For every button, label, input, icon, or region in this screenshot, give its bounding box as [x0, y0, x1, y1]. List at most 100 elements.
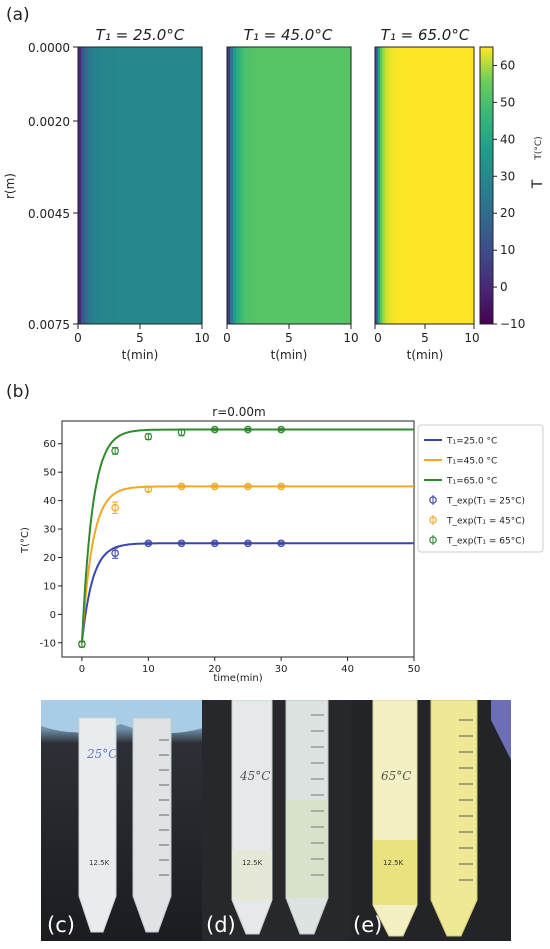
x-axis-label: time(min)	[213, 673, 262, 684]
figure-a: (a) T₁ = 25.0°C 0.0000 0.0020 0.0045 0.0…	[3, 5, 546, 362]
colorbar-units: T(°C)	[534, 136, 544, 160]
legend-item: T_exp(T₁ = 65°C)	[429, 535, 525, 547]
photo-25-image: 25°C 12.5K	[41, 700, 203, 941]
heatmap-cell	[323, 47, 327, 324]
heatmap-cell	[384, 47, 388, 324]
marker	[144, 539, 153, 548]
y-axis-label: r(m)	[3, 173, 17, 199]
heatmap-cell	[404, 47, 408, 324]
heatmap-cell	[261, 47, 265, 324]
data-point	[210, 539, 219, 548]
panel-label-a: (a)	[6, 5, 30, 25]
heatmap-cell	[192, 47, 197, 324]
colorbar-tick-label: 0	[500, 280, 508, 294]
heatmap-cell	[377, 47, 381, 324]
line-chart-axes: 0 10 20 30 40 50 -10 0 10 20 30 40 50 60	[40, 439, 421, 675]
heatmap-cell	[394, 47, 398, 324]
panel-label-b: (b)	[6, 382, 30, 402]
heatmap-cell	[171, 47, 175, 324]
colorbar-gradient	[479, 46, 494, 325]
series-line-1	[80, 542, 414, 643]
heatmap-cell	[414, 47, 418, 324]
heatmap-cell	[399, 47, 403, 324]
marker	[177, 428, 186, 437]
heatmap-cell	[454, 47, 458, 324]
heatmap-cell	[273, 47, 278, 324]
photo-45-image: 45°C 12.5K	[202, 700, 351, 941]
x-tick-label: 10	[142, 664, 155, 675]
legend-label: T₁=65.0 °C	[446, 477, 497, 487]
plot-frame	[61, 420, 415, 658]
heatmap-cell	[417, 47, 421, 324]
heatmap-cell	[115, 47, 119, 324]
heatmap-cell	[316, 47, 321, 324]
heatmap-cell	[276, 47, 281, 324]
heatmap-cell	[242, 47, 247, 324]
heatmap-cell	[341, 47, 346, 324]
heatmap-cell	[152, 47, 157, 324]
heatmap-cell	[93, 47, 98, 324]
data-point	[177, 482, 186, 491]
y-tick-label: 0.0045	[28, 207, 70, 221]
legend-marker	[429, 516, 437, 524]
heatmap-cell	[183, 47, 188, 324]
data-point	[144, 539, 153, 548]
heatmap-cell	[449, 47, 453, 324]
heatmap-cell	[270, 47, 275, 324]
marker	[244, 539, 252, 548]
marker	[177, 539, 186, 548]
colorbar-tick-label: 60	[500, 58, 515, 72]
data-point	[244, 482, 252, 491]
series-line-2	[80, 485, 414, 643]
panel-label-e: (e)	[353, 913, 383, 937]
heatmap-cell	[446, 47, 450, 324]
heatmap-cell	[444, 47, 448, 324]
colorbar-label: T	[530, 179, 546, 189]
heatmap-cell	[424, 47, 428, 324]
heatmap-cell	[124, 47, 129, 324]
marker	[177, 482, 186, 491]
heatmap-cell	[464, 47, 468, 324]
x-tick-label: 10	[464, 331, 479, 345]
heatmap-cell	[375, 47, 379, 324]
heatmap-cell	[459, 47, 463, 324]
heatmap-cell	[461, 47, 465, 324]
y-tick-label: 0.0075	[28, 318, 70, 332]
data-point	[111, 547, 119, 559]
heatmap-cell	[326, 47, 330, 324]
heatmap-cell	[161, 47, 166, 324]
heatmap-cell	[456, 47, 460, 324]
tube-mark: 12.5K	[383, 859, 404, 867]
data-point	[111, 446, 119, 455]
heatmap-cell	[127, 47, 132, 324]
heatmap-cell	[149, 47, 153, 324]
heatmap-cell	[264, 47, 268, 324]
heatmap-cell	[81, 47, 85, 324]
x-tick-label: 0	[374, 331, 382, 345]
y-tick-label: 0.0000	[28, 41, 70, 55]
heatmap-cell	[439, 47, 443, 324]
heatmap-cell	[189, 47, 194, 324]
legend-label: T₁=45.0 °C	[446, 457, 497, 467]
heatmap-cell	[310, 47, 315, 324]
chart-title: r=0.00m	[212, 405, 265, 419]
series-line-3	[80, 428, 414, 643]
data-point	[277, 539, 285, 548]
data-point	[144, 432, 153, 441]
data-point	[277, 425, 285, 434]
heatmap-cell	[78, 47, 82, 324]
heatmap-cell	[109, 47, 113, 324]
heatmap-t45: T₁ = 45.0°C 0 5 10 t(min)	[223, 26, 358, 362]
colorbar-tick-label: −10	[500, 317, 525, 331]
heatmap-cell	[295, 47, 299, 324]
marker	[111, 549, 119, 558]
x-axis-label: t(min)	[407, 348, 444, 362]
heatmap-t25: T₁ = 25.0°C 0.0000 0.0020 0.0045 0.0075 …	[3, 26, 210, 362]
data-point	[177, 539, 186, 548]
tube-label: 25°C	[86, 747, 117, 761]
heatmap-cell	[198, 47, 203, 324]
x-tick-label: 20	[208, 664, 221, 675]
heatmap-cell	[451, 47, 455, 324]
heatmap-cell	[285, 47, 290, 324]
tube-mark: 12.5K	[242, 859, 263, 867]
